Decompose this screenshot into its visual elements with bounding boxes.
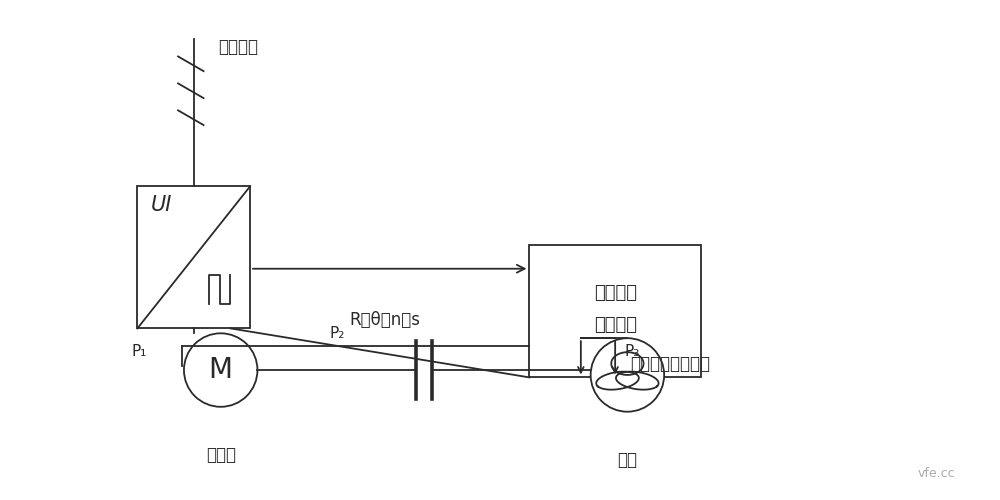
Ellipse shape: [184, 334, 257, 407]
Text: P₁: P₁: [132, 344, 147, 359]
Bar: [529, 245, 701, 378]
Text: 机组效率
测试装置: 机组效率 测试装置: [594, 284, 637, 334]
Text: P₂: P₂: [329, 326, 345, 340]
Text: vfe.cc: vfe.cc: [918, 468, 956, 480]
Ellipse shape: [591, 338, 664, 411]
Text: 风机: 风机: [617, 451, 637, 469]
Text: R、θ、n、s: R、θ、n、s: [349, 311, 420, 329]
Text: 电动机: 电动机: [206, 446, 236, 464]
Text: M: M: [209, 356, 233, 384]
Text: UI: UI: [151, 195, 172, 215]
Text: P₃: P₃: [625, 344, 640, 360]
Text: 压力、温度、流量: 压力、温度、流量: [630, 354, 710, 372]
Bar: [137, 186, 250, 328]
Text: 工作电源: 工作电源: [218, 38, 258, 56]
